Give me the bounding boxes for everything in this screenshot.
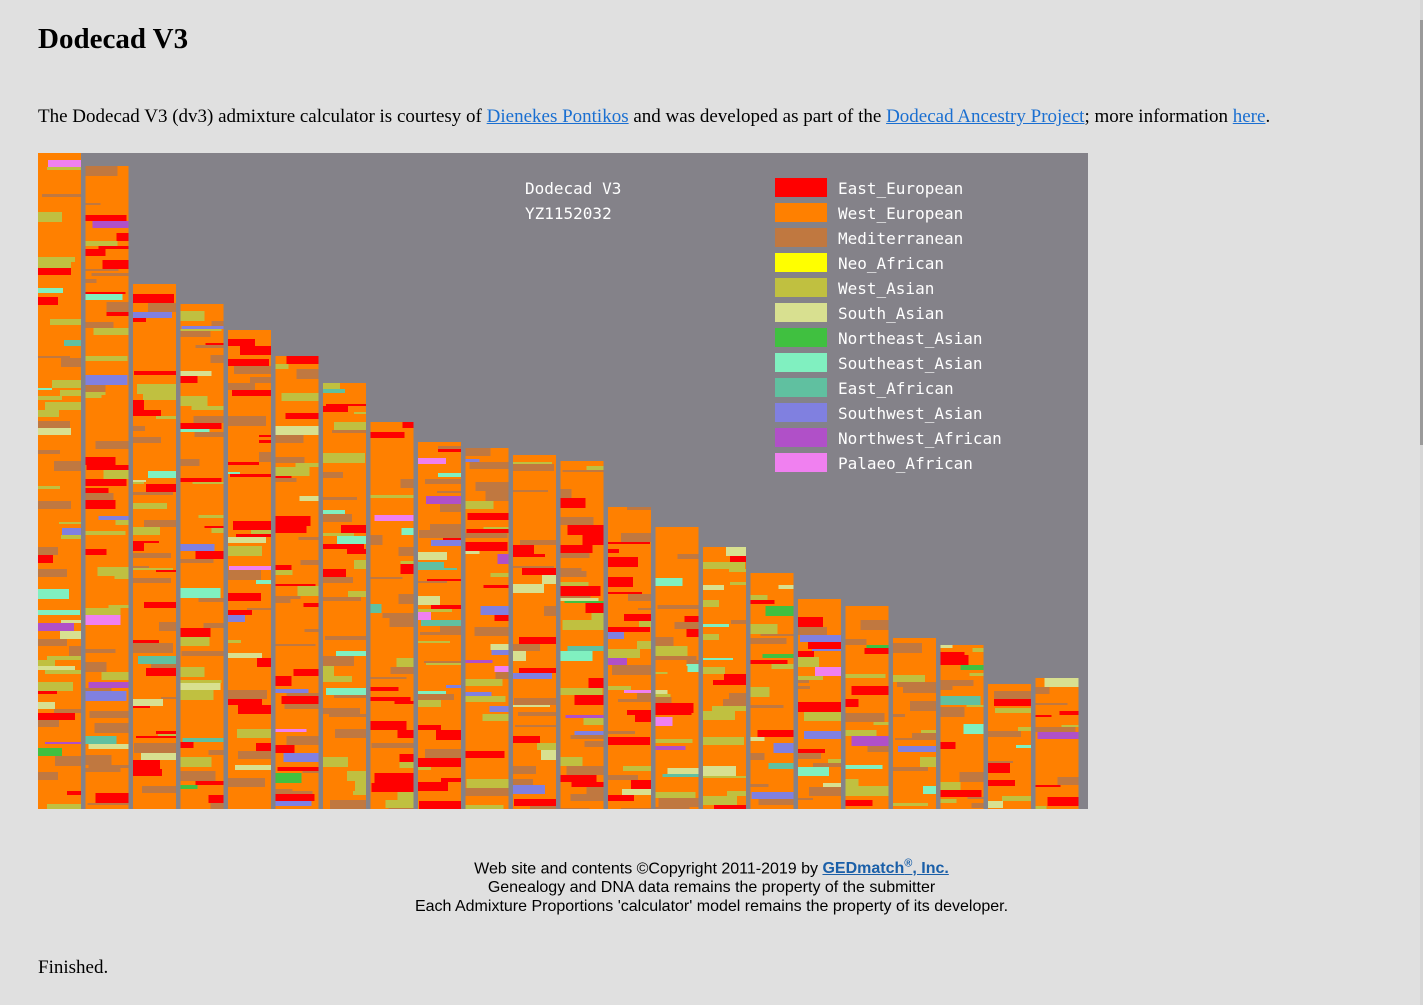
chromosome-2 [85,166,129,809]
scrollbar-thumb[interactable] [1420,20,1423,445]
footer-copyright: Web site and contents ©Copyright 2011-20… [474,858,949,878]
chromosome-10 [465,448,509,809]
legend-swatch-southwest-asian [775,403,827,422]
chromosome-8 [370,422,414,809]
chromosome-9 [418,442,461,809]
legend-swatch-east-african [775,378,827,397]
legend-label-south-asian: South_Asian [838,304,944,323]
legend-label-west-european: West_European [838,204,963,223]
dienekes-link[interactable]: Dienekes Pontikos [486,106,629,127]
legend-swatch-northwest-african [775,428,827,447]
chromosome-12-base [560,461,604,809]
legend-label-west-asian: West_Asian [838,279,934,298]
intro-text: ; more information [1084,106,1233,127]
chromosome-19-base [893,638,936,809]
legend-swatch-neo-african [775,253,827,272]
chart-title: Dodecad V3 [525,179,621,198]
chromosome-7 [323,383,366,809]
page-title: Dodecad V3 [38,23,189,55]
legend-swatch-south-asian [775,303,827,322]
chromosome-14 [655,527,699,809]
footer-line-3: Each Admixture Proportions 'calculator' … [414,898,1009,916]
chromosome-4 [180,304,224,809]
intro-text: and was developed as part of the [628,106,887,127]
chromosome-18-base [845,606,889,809]
chromosome-19 [893,638,936,809]
legend-label-east-european: East_European [838,179,963,198]
chromosome-15 [703,547,746,809]
intro-paragraph: The Dodecad V3 (dv3) admixture calculato… [38,106,1270,128]
scrollbar[interactable] [1420,0,1423,1005]
chromosome-18 [845,606,889,809]
legend-swatch-northeast-asian [775,328,827,347]
footer: Web site and contents ©Copyright 2011-20… [0,855,1423,916]
legend-swatch-palaeo-african [775,453,827,472]
footer-line-2: Genealogy and DNA data remains the prope… [487,879,936,897]
legend-label-east-african: East_African [838,379,954,398]
legend-swatch-west-european [775,203,827,222]
chromosome-3 [133,284,176,809]
chromosome-20 [940,645,984,809]
legend-label-southeast-asian: Southeast_Asian [838,354,983,373]
dodecad-project-link[interactable]: Dodecad Ancestry Project [886,106,1085,127]
chromosome-11 [513,455,556,809]
intro-text: . [1265,106,1271,127]
legend-swatch-southeast-asian [775,353,827,372]
intro-text: The Dodecad V3 (dv3) admixture calculato… [38,106,487,127]
admixture-chart-svg: Dodecad V3 YZ1152032 East_European West_Eur… [38,153,1079,809]
legend-label-northwest-african: Northwest_African [838,429,1002,448]
legend-label-neo-african: Neo_African [838,254,944,273]
chart-subtitle: YZ1152032 [525,204,612,223]
legend-label-southwest-asian: Southwest_Asian [838,404,983,423]
chromosome-1 [38,153,81,809]
chromosome-6 [275,356,319,809]
chromosome-5 [228,330,271,809]
chromosome-22 [1035,678,1079,809]
gedmatch-link[interactable]: GEDmatch®, Inc. [822,858,949,878]
legend-label-mediterranean: Mediterranean [838,229,963,248]
legend-swatch-mediterranean [775,228,827,247]
chromosome-13 [608,507,651,809]
chromosome-21 [988,684,1031,809]
legend-label-northeast-asian: Northeast_Asian [838,329,983,348]
chromosome-22-base [1035,678,1079,809]
finished-status: Finished. [38,957,109,978]
chromosome-12 [560,461,604,809]
legend-swatch-west-asian [775,278,827,297]
chromosome-17 [798,599,841,809]
admixture-chart-image: Dodecad V3 YZ1152032 East_European West_Eur… [38,153,1088,809]
legend-swatch-east-european [775,178,827,197]
chromosome-16 [750,573,794,809]
more-info-link[interactable]: here [1232,106,1266,127]
legend-label-palaeo-african: Palaeo_African [838,454,973,473]
